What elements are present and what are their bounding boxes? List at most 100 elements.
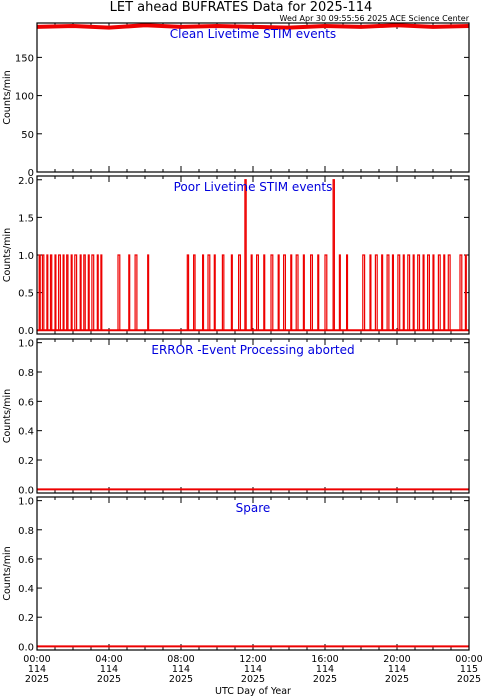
series-burst [417, 254, 421, 331]
x-tick-year: 2025 [385, 674, 409, 685]
series-burst [221, 254, 225, 331]
series-burst [70, 254, 73, 331]
series-burst [213, 254, 216, 331]
y-tick-label: 0.8 [18, 526, 34, 537]
x-tick-year: 2025 [313, 674, 337, 685]
series-burst [38, 254, 41, 331]
y-tick-label: 0.4 [18, 584, 34, 595]
plot-frame [36, 22, 470, 173]
series-burst [374, 254, 378, 331]
panel-2: 0.0 0.5 1.0 1.5 2.0 Poor Livetime STIM events… [2, 175, 470, 337]
series-burst [49, 254, 53, 331]
series-line [36, 23, 470, 30]
y-tick-label: 100 [15, 92, 34, 103]
series-burst [295, 254, 299, 331]
series-burst [263, 254, 266, 331]
y-axis-title: Counts/min [2, 228, 13, 282]
x-tick-day: 114 [28, 664, 46, 675]
series-burst [407, 254, 411, 331]
series-burst [207, 254, 211, 331]
y-tick-label: 50 [21, 130, 34, 141]
plot-frame [36, 496, 470, 651]
x-tick-time: 04:00 [95, 654, 122, 665]
series-burst [432, 254, 435, 331]
series-burst [83, 254, 86, 331]
series-burst [464, 254, 467, 331]
series-burst [270, 254, 274, 331]
y-tick-label: 2.0 [18, 176, 34, 187]
series-burst [391, 254, 394, 331]
y-tick-label: 1.0 [18, 339, 34, 350]
series-burst [87, 254, 90, 331]
x-tick-day: 115 [460, 664, 478, 675]
x-tick-time: 00:00 [23, 654, 50, 665]
series-burst [202, 254, 205, 331]
panel-title: Poor Livetime STIM events [174, 180, 333, 194]
y-axis-title: Counts/min [2, 70, 13, 124]
series-burst [412, 254, 415, 331]
series-burst [62, 254, 65, 331]
series-burst [386, 254, 390, 331]
x-tick-day: 114 [100, 664, 118, 675]
panel-3: 0.0 0.2 0.4 0.6 0.8 1.0 ERROR -Event Processin… [2, 338, 470, 496]
series-burst [346, 254, 349, 331]
y-tick-label: 0.0 [18, 485, 34, 496]
series-burst [427, 254, 430, 331]
y-tick-label: 0.6 [18, 397, 34, 408]
series-burst [91, 254, 95, 331]
series-burst [422, 254, 425, 331]
series-burst [147, 254, 150, 331]
series-burst [317, 254, 320, 331]
x-axis-labels: 00:00114202504:00114202508:00114202512:0… [23, 654, 482, 685]
y-tick-label: 150 [15, 53, 34, 64]
series-burst [244, 179, 247, 331]
x-tick-year: 2025 [241, 674, 265, 685]
series-burst [437, 254, 441, 331]
x-tick-time: 16:00 [311, 654, 338, 665]
series-burst [230, 254, 233, 331]
series-burst [302, 254, 305, 331]
series-burst [362, 254, 366, 331]
series-burst [256, 254, 259, 331]
series-burst [402, 254, 405, 331]
series-burst [134, 254, 138, 331]
panels: 0 50 100 150 Clean Livetime STIM events Count… [2, 22, 470, 653]
series-burst [100, 254, 103, 331]
series-burst [58, 254, 61, 331]
x-tick-time: 20:00 [383, 654, 410, 665]
x-tick-day: 114 [172, 664, 190, 675]
panel-1: 0 50 100 150 Clean Livetime STIM events Count… [2, 22, 470, 179]
series-burst [459, 254, 463, 331]
series-burst [238, 254, 241, 331]
y-tick-label: 1.0 [18, 251, 34, 262]
x-tick-year: 2025 [457, 674, 481, 685]
series-burst [310, 254, 313, 331]
series-burst [332, 179, 335, 331]
series-burst [447, 254, 451, 331]
x-tick-year: 2025 [25, 674, 49, 685]
y-tick-label: 0.4 [18, 427, 34, 438]
x-tick-day: 114 [244, 664, 262, 675]
x-axis-title: UTC Day of Year [215, 686, 291, 697]
series-burst [128, 254, 131, 331]
y-tick-label: 0.5 [18, 289, 34, 300]
series-burst [66, 254, 69, 331]
y-tick-label: 0.2 [18, 456, 34, 467]
plot-frame [36, 175, 470, 335]
series-burst [79, 254, 82, 331]
series-burst [290, 254, 293, 331]
panel-title: ERROR -Event Processing aborted [151, 343, 354, 357]
y-tick-label: 0.8 [18, 368, 34, 379]
y-axis-title: Counts/min [2, 389, 13, 443]
series-burst [117, 254, 121, 331]
x-tick-year: 2025 [97, 674, 121, 685]
series-burst [369, 254, 372, 331]
x-tick-time: 08:00 [167, 654, 194, 665]
series-burst [193, 254, 196, 331]
